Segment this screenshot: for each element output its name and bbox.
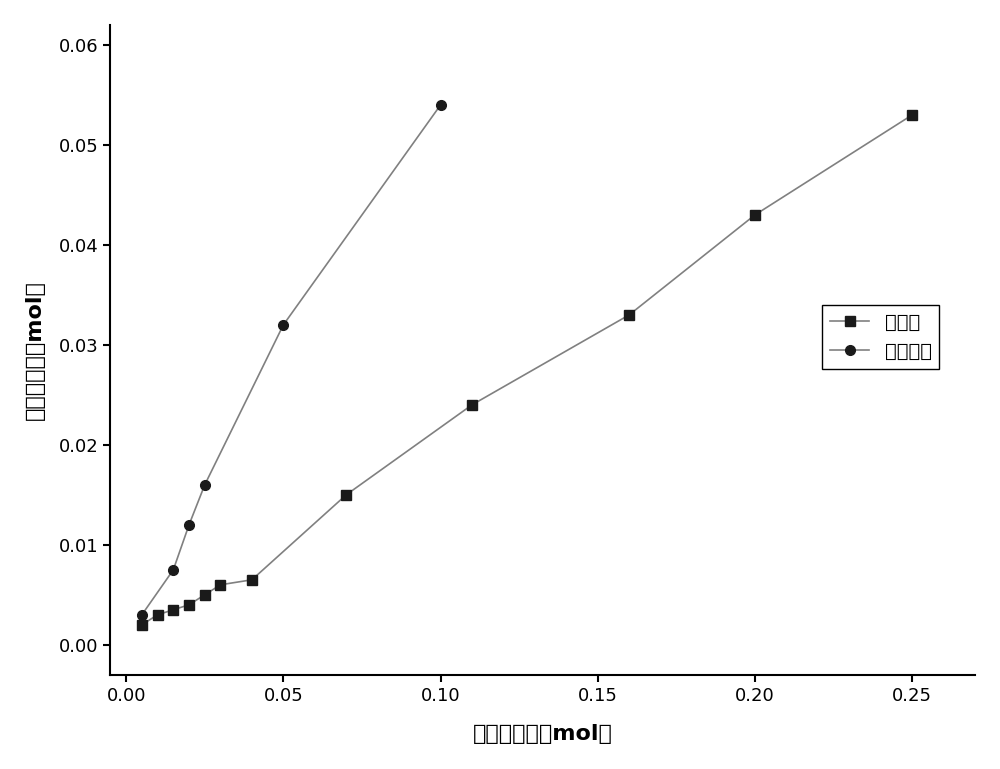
氢氟酸	[152, 610, 164, 619]
氢氧化钓	[183, 520, 195, 529]
氢氟酸	[167, 605, 179, 614]
Line: 氢氟酸: 氢氟酸	[137, 110, 917, 630]
Y-axis label: 石英溶解量（mol）: 石英溶解量（mol）	[25, 280, 45, 420]
氢氟酸	[246, 575, 258, 584]
氢氟酸	[214, 580, 226, 589]
氢氧化钓	[435, 101, 447, 110]
氢氟酸	[466, 400, 478, 409]
Legend: 氢氟酸, 氢氧化钓: 氢氟酸, 氢氧化钓	[822, 305, 939, 368]
X-axis label: 浸出剂用量（mol）: 浸出剂用量（mol）	[473, 724, 613, 744]
氢氧化钓	[199, 480, 211, 489]
氢氧化钓	[136, 610, 148, 619]
Line: 氢氧化钓: 氢氧化钓	[137, 100, 445, 620]
氢氟酸	[906, 110, 918, 119]
氢氟酸	[623, 310, 635, 319]
氢氟酸	[199, 590, 211, 599]
氢氟酸	[749, 210, 761, 219]
氢氟酸	[183, 600, 195, 609]
氢氟酸	[136, 620, 148, 629]
氢氧化钓	[167, 565, 179, 574]
氢氧化钓	[277, 320, 289, 329]
氢氟酸	[340, 490, 352, 499]
